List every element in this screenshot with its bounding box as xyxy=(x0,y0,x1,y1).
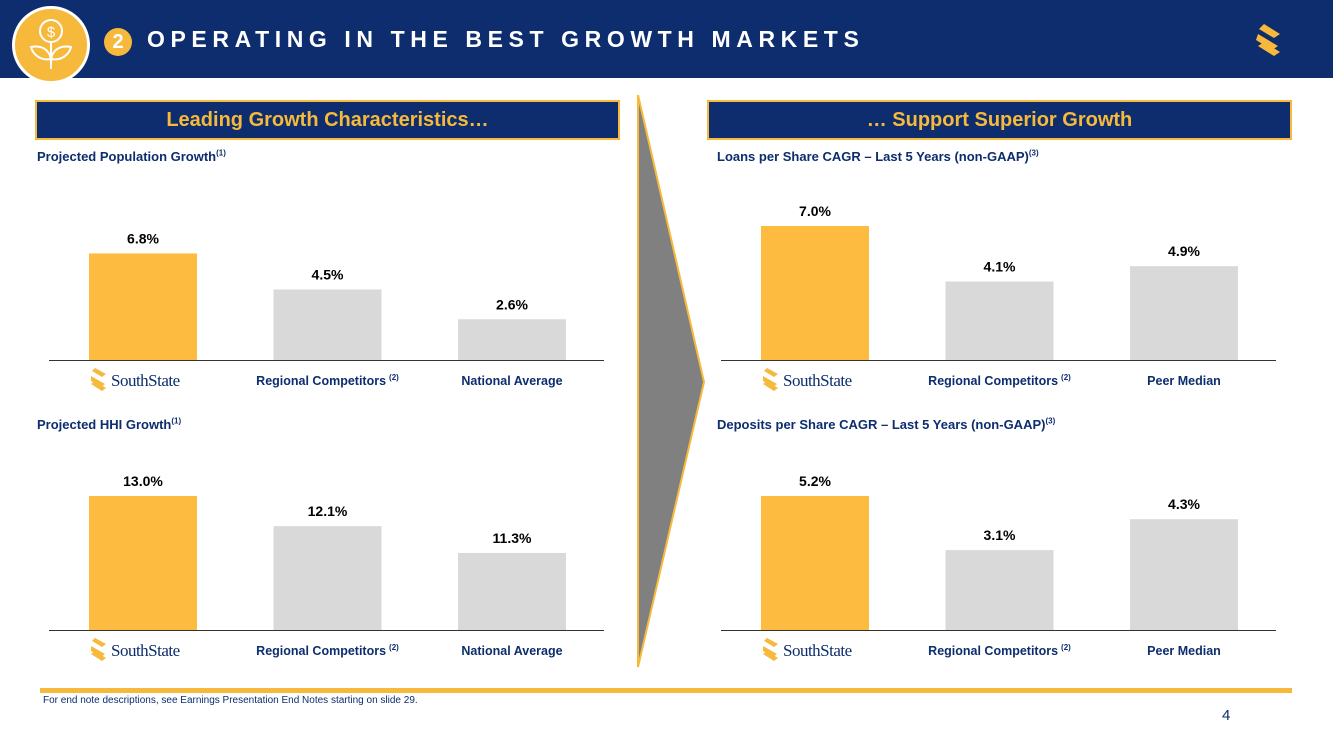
category-label-1: Regional Competitors (2) xyxy=(256,373,399,388)
category-note: (2) xyxy=(1061,643,1071,652)
bar-2 xyxy=(1130,266,1238,360)
category-label-2: Peer Median xyxy=(1147,644,1221,658)
category-label-2: National Average xyxy=(461,374,562,388)
bar-0 xyxy=(89,253,197,360)
southstate-wordmark: SouthState xyxy=(111,371,180,390)
deposits-cagr-chart: 5.2% SouthState 3.1% Regional Competitors (2… xyxy=(721,473,1276,661)
category-label-1: Regional Competitors (2) xyxy=(928,643,1071,658)
chart-title-deposits: Deposits per Share CAGR – Last 5 Years (… xyxy=(717,416,1056,432)
page-title: OPERATING IN THE BEST GROWTH MARKETS xyxy=(147,26,865,52)
bar-2 xyxy=(458,319,566,360)
southstate-s-icon xyxy=(764,638,778,647)
category-note: (2) xyxy=(1061,373,1071,382)
data-label-2: 4.9% xyxy=(1168,243,1200,259)
data-label-2: 4.3% xyxy=(1168,496,1200,512)
data-label-0: 13.0% xyxy=(123,473,163,489)
left-panel-header: Leading Growth Characteristics… xyxy=(35,100,620,140)
data-label-2: 11.3% xyxy=(493,530,532,546)
southstate-s-icon xyxy=(92,638,106,647)
southstate-wordmark: SouthState xyxy=(783,371,852,390)
data-label-1: 4.5% xyxy=(312,266,344,282)
southstate-wordmark: SouthState xyxy=(783,641,852,660)
southstate-logo: SouthState xyxy=(91,368,180,391)
money-plant-icon: $ xyxy=(12,6,90,84)
loans-cagr-chart: 7.0% SouthState 4.1% Regional Competitors (2… xyxy=(721,203,1276,391)
southstate-logo: SouthState xyxy=(763,638,852,661)
end-note-text: For end note descriptions, see Earnings … xyxy=(43,695,418,706)
right-panel-header: … Support Superior Growth xyxy=(707,100,1292,140)
page-number: 4 xyxy=(1222,707,1231,724)
southstate-logo: SouthState xyxy=(763,368,852,391)
southstate-s-logo-icon xyxy=(1254,22,1284,63)
header-bar xyxy=(0,0,1333,78)
data-label-0: 5.2% xyxy=(799,473,831,489)
data-label-1: 12.1% xyxy=(308,503,348,519)
data-label-1: 4.1% xyxy=(984,259,1016,275)
data-label-0: 6.8% xyxy=(127,230,159,246)
population-growth-chart: 6.8% SouthState 4.5% Regional Competitors (2… xyxy=(49,230,604,391)
bar-1 xyxy=(945,281,1054,360)
bar-1 xyxy=(945,550,1054,630)
category-label-2: Peer Median xyxy=(1147,374,1221,388)
divider-arrow-icon xyxy=(637,95,706,668)
category-label-2: National Average xyxy=(461,644,562,658)
data-label-1: 3.1% xyxy=(984,527,1016,543)
hhi-growth-chart: 13.0% SouthState 12.1% Regional Competitors… xyxy=(49,473,604,661)
chart-title-hhi: Projected HHI Growth(1) xyxy=(37,416,182,432)
bar-0 xyxy=(89,496,197,630)
southstate-logo: SouthState xyxy=(91,638,180,661)
bar-2 xyxy=(1130,519,1238,630)
southstate-s-icon xyxy=(764,368,778,377)
chart-title-population: Projected Population Growth(1) xyxy=(37,148,226,164)
data-label-2: 2.6% xyxy=(496,296,528,312)
data-label-0: 7.0% xyxy=(799,203,831,219)
footer-divider xyxy=(40,688,1292,693)
bar-2 xyxy=(458,552,566,630)
category-label-1: Regional Competitors (2) xyxy=(928,373,1071,388)
svg-text:$: $ xyxy=(47,24,56,41)
bar-1 xyxy=(273,526,382,630)
category-note: (2) xyxy=(389,373,399,382)
section-number-badge: 2 xyxy=(104,28,132,56)
category-note: (2) xyxy=(389,643,399,652)
bar-0 xyxy=(761,226,869,360)
category-label-1: Regional Competitors (2) xyxy=(256,643,399,658)
bar-1 xyxy=(273,289,382,360)
southstate-s-icon xyxy=(92,368,106,377)
bar-0 xyxy=(761,496,869,630)
chart-title-loans: Loans per Share CAGR – Last 5 Years (non… xyxy=(717,148,1039,164)
southstate-wordmark: SouthState xyxy=(111,641,180,660)
